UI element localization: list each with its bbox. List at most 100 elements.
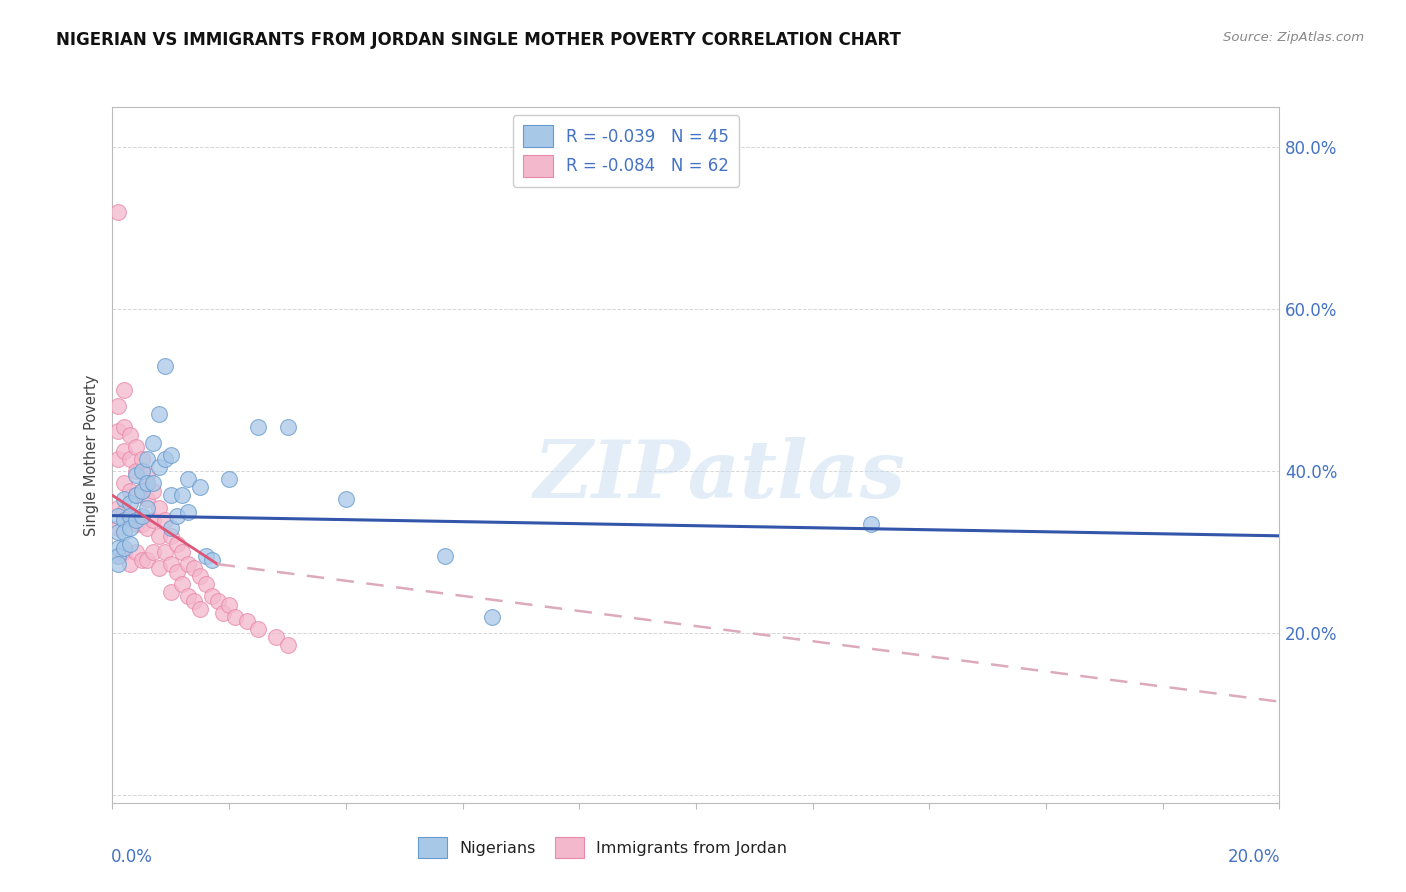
- Point: [112, 492, 135, 507]
- Point: [136, 452, 159, 467]
- Point: [434, 549, 457, 563]
- Point: [177, 590, 200, 604]
- Point: [160, 521, 183, 535]
- Y-axis label: Single Mother Poverty: Single Mother Poverty: [84, 375, 100, 535]
- Point: [247, 419, 270, 434]
- Point: [142, 545, 165, 559]
- Point: [131, 553, 153, 567]
- Point: [125, 545, 148, 559]
- Point: [235, 614, 257, 628]
- Point: [131, 464, 153, 478]
- Point: [247, 622, 270, 636]
- Point: [194, 577, 217, 591]
- Point: [125, 516, 148, 531]
- Point: [107, 521, 129, 535]
- Point: [160, 557, 183, 571]
- Point: [153, 513, 176, 527]
- Point: [148, 460, 170, 475]
- Point: [335, 492, 357, 507]
- Point: [142, 484, 165, 499]
- Point: [125, 488, 148, 502]
- Point: [218, 472, 240, 486]
- Point: [107, 424, 129, 438]
- Point: [212, 606, 235, 620]
- Point: [107, 508, 129, 523]
- Point: [172, 577, 194, 591]
- Point: [136, 468, 159, 483]
- Text: NIGERIAN VS IMMIGRANTS FROM JORDAN SINGLE MOTHER POVERTY CORRELATION CHART: NIGERIAN VS IMMIGRANTS FROM JORDAN SINGL…: [56, 31, 901, 49]
- Point: [153, 359, 176, 373]
- Point: [107, 524, 129, 539]
- Point: [188, 601, 211, 615]
- Point: [188, 480, 211, 494]
- Point: [131, 484, 153, 499]
- Point: [481, 609, 503, 624]
- Point: [188, 569, 211, 583]
- Point: [177, 557, 200, 571]
- Point: [112, 419, 135, 434]
- Point: [160, 585, 183, 599]
- Point: [218, 598, 240, 612]
- Text: Source: ZipAtlas.com: Source: ZipAtlas.com: [1223, 31, 1364, 45]
- Point: [201, 553, 224, 567]
- Point: [107, 541, 129, 555]
- Point: [112, 541, 135, 555]
- Text: 0.0%: 0.0%: [111, 848, 153, 866]
- Point: [131, 516, 153, 531]
- Point: [207, 593, 229, 607]
- Point: [148, 561, 170, 575]
- Point: [125, 488, 148, 502]
- Point: [142, 513, 165, 527]
- Point: [112, 524, 135, 539]
- Point: [166, 537, 188, 551]
- Point: [177, 472, 200, 486]
- Point: [201, 590, 224, 604]
- Point: [118, 496, 141, 510]
- Point: [183, 561, 205, 575]
- Point: [125, 440, 148, 454]
- Point: [160, 448, 183, 462]
- Point: [276, 638, 298, 652]
- Point: [136, 476, 159, 491]
- Point: [160, 488, 183, 502]
- Point: [125, 468, 148, 483]
- Point: [160, 529, 183, 543]
- Point: [118, 513, 141, 527]
- Point: [148, 529, 170, 543]
- Point: [172, 545, 194, 559]
- Point: [131, 484, 153, 499]
- Point: [264, 630, 287, 644]
- Point: [107, 549, 129, 563]
- Point: [118, 452, 141, 467]
- Point: [112, 513, 135, 527]
- Point: [276, 419, 298, 434]
- Point: [136, 492, 159, 507]
- Point: [194, 549, 217, 563]
- Point: [131, 508, 153, 523]
- Point: [107, 549, 129, 563]
- Point: [118, 427, 141, 442]
- Point: [107, 452, 129, 467]
- Point: [125, 513, 148, 527]
- Point: [112, 443, 135, 458]
- Point: [107, 205, 129, 219]
- Point: [131, 452, 153, 467]
- Point: [125, 464, 148, 478]
- Point: [224, 609, 246, 624]
- Point: [107, 557, 129, 571]
- Point: [177, 504, 200, 518]
- Point: [112, 504, 135, 518]
- Point: [136, 500, 159, 515]
- Point: [107, 400, 129, 414]
- Point: [118, 521, 141, 535]
- Point: [172, 488, 194, 502]
- Point: [142, 435, 165, 450]
- Point: [112, 476, 135, 491]
- Text: 20.0%: 20.0%: [1227, 848, 1281, 866]
- Point: [112, 545, 135, 559]
- Point: [142, 476, 165, 491]
- Point: [153, 452, 176, 467]
- Point: [166, 508, 188, 523]
- Point: [166, 566, 188, 580]
- Point: [118, 484, 141, 499]
